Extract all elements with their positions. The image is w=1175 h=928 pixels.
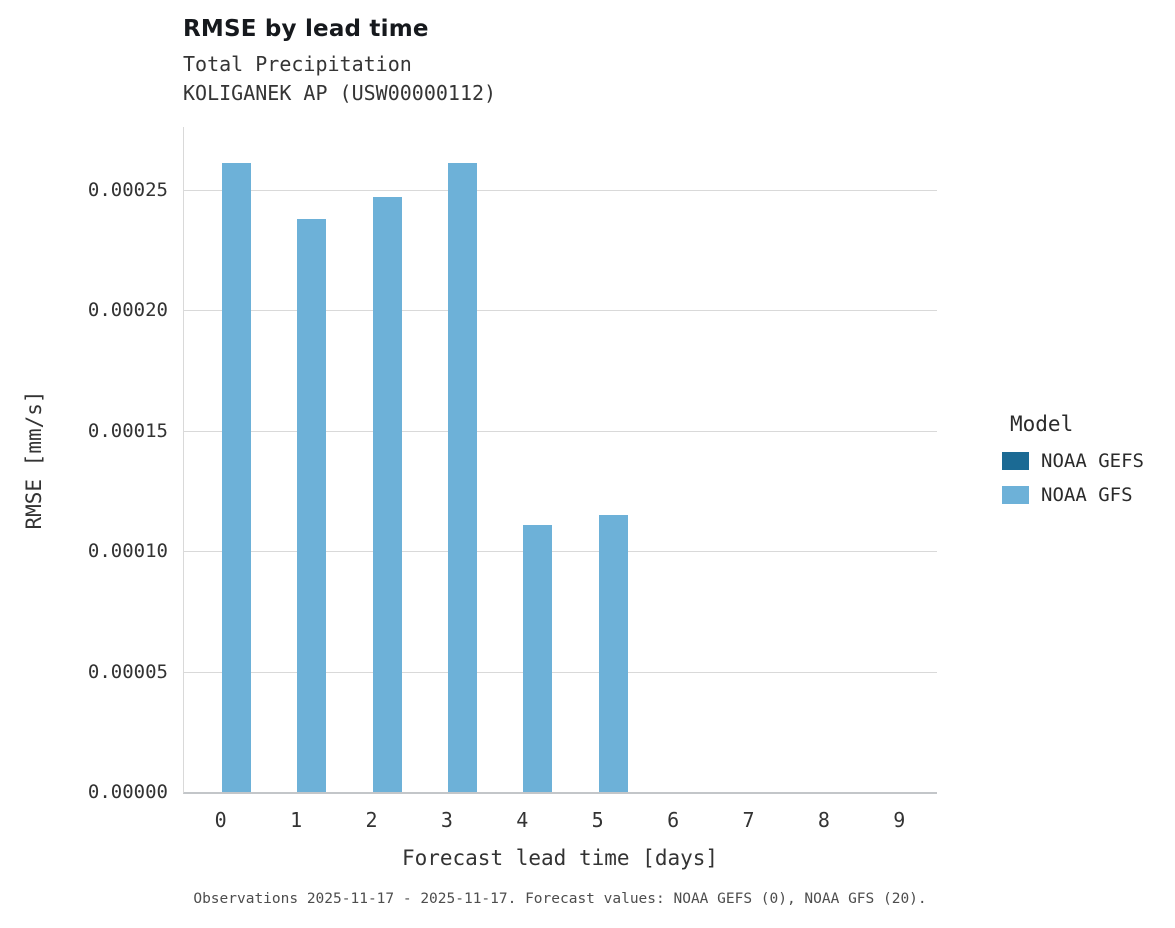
x-tick-label: 5 — [591, 808, 604, 832]
gridline — [184, 551, 937, 553]
x-tick-label: 6 — [667, 808, 680, 832]
bar-noaa-gfs — [598, 514, 628, 792]
legend-entries: NOAA GEFS NOAA GFS — [1002, 450, 1144, 506]
legend-title: Model — [1010, 412, 1074, 436]
legend-label: NOAA GEFS — [1041, 450, 1144, 472]
legend-entry: NOAA GFS — [1002, 484, 1144, 506]
gridline — [184, 189, 937, 191]
x-tick-label: 3 — [440, 808, 453, 832]
legend-label: NOAA GFS — [1041, 484, 1133, 506]
gridline — [184, 430, 937, 432]
legend-swatch-noaa-gefs — [1002, 452, 1029, 470]
plot-area — [183, 127, 937, 794]
x-tick-label: 2 — [365, 808, 378, 832]
x-tick-label: 7 — [742, 808, 755, 832]
bar-noaa-gfs — [447, 163, 477, 792]
y-tick-label: 0.00000 — [87, 781, 168, 803]
y-tick-label: 0.00010 — [87, 540, 168, 563]
x-tick-label: 1 — [290, 808, 303, 832]
x-axis-label: Forecast lead time [days] — [401, 846, 719, 870]
bar-noaa-gfs — [221, 163, 251, 792]
y-tick-label: 0.00025 — [87, 178, 168, 201]
bar-noaa-gfs — [297, 218, 327, 792]
legend-swatch-noaa-gfs — [1002, 486, 1029, 504]
chart-subtitle-variable: Total Precipitation — [183, 52, 412, 76]
bar-noaa-gfs — [372, 196, 402, 792]
y-tick-label: 0.00005 — [87, 660, 168, 683]
chart-subtitle-station: KOLIGANEK AP (USW00000112) — [183, 81, 497, 105]
x-tick-label: 8 — [817, 808, 830, 832]
gridline — [184, 671, 937, 673]
chart-title: RMSE by lead time — [183, 16, 429, 42]
legend: Model NOAA GEFS NOAA GFS — [1002, 412, 1144, 518]
y-tick-label: 0.00020 — [87, 299, 168, 322]
x-tick-label: 4 — [516, 808, 529, 832]
y-tick-label: 0.00015 — [87, 419, 168, 442]
x-tick-label: 0 — [214, 808, 227, 832]
chart-caption: Observations 2025-11-17 - 2025-11-17. Fo… — [193, 891, 927, 907]
gridline — [184, 310, 937, 312]
bar-noaa-gfs — [523, 524, 553, 792]
legend-entry: NOAA GEFS — [1002, 450, 1144, 472]
y-axis-label: RMSE [mm/s] — [22, 390, 46, 530]
x-tick-label: 9 — [893, 808, 906, 832]
